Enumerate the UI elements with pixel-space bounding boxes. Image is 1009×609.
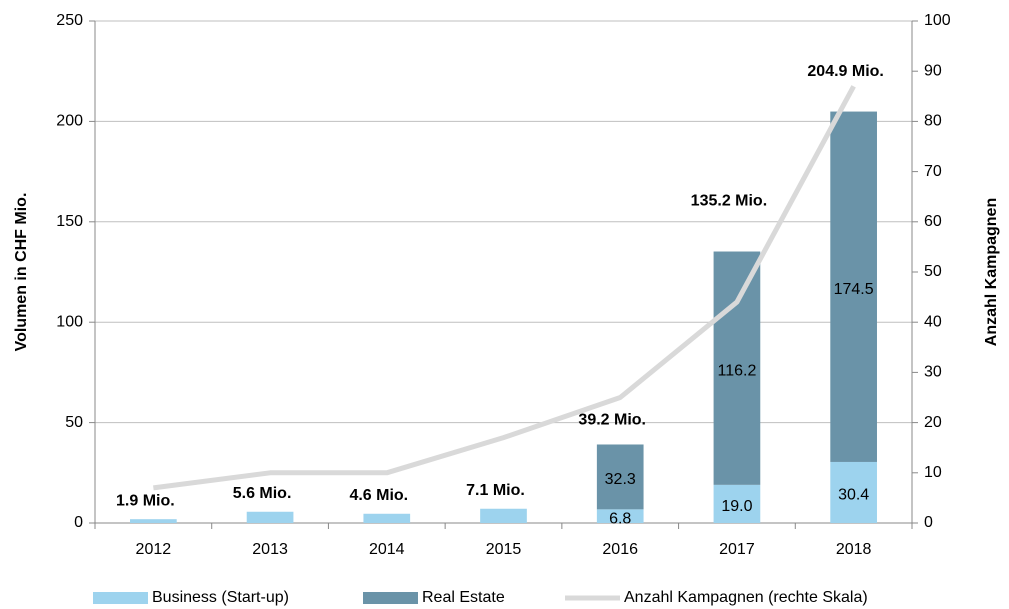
y2-tick-label: 20 (924, 414, 942, 431)
legend-label: Business (Start-up) (152, 589, 289, 606)
y2-tick-label: 30 (924, 364, 942, 381)
y2-tick-label: 90 (924, 62, 942, 79)
total-label: 7.1 Mio. (466, 482, 525, 499)
bar-value-label: 6.8 (609, 510, 631, 527)
total-label: 4.6 Mio. (349, 487, 408, 504)
total-label: 5.6 Mio. (233, 485, 292, 502)
legend-swatch (93, 592, 148, 604)
bar-value-label: 174.5 (834, 281, 874, 298)
y-tick-label: 250 (56, 12, 83, 29)
y2-tick-label: 0 (924, 514, 933, 531)
total-label: 204.9 Mio. (807, 63, 883, 80)
bar (130, 519, 177, 523)
total-label: 1.9 Mio. (116, 492, 175, 509)
bar-value-label: 32.3 (605, 471, 636, 488)
bar-value-label: 19.0 (721, 498, 752, 515)
x-tick-label: 2014 (369, 541, 405, 558)
legend-label: Real Estate (422, 589, 505, 606)
bar (713, 484, 761, 523)
legend-swatch (363, 592, 418, 604)
y-tick-label: 200 (56, 113, 83, 130)
bar (713, 251, 761, 485)
y2-axis-label: Anzahl Kampagnen (983, 198, 1000, 346)
total-label: 135.2 Mio. (691, 193, 767, 210)
total-label: 39.2 Mio. (578, 412, 646, 429)
legend-label: Anzahl Kampagnen (rechte Skala) (624, 589, 868, 606)
x-tick-label: 2015 (486, 541, 522, 558)
y2-tick-label: 40 (924, 313, 942, 330)
bar-value-label: 116.2 (717, 362, 756, 379)
x-tick-label: 2012 (136, 541, 172, 558)
y-tick-label: 0 (74, 514, 83, 531)
y-tick-label: 50 (65, 414, 83, 431)
y2-tick-label: 50 (924, 263, 942, 280)
bar-value-label: 30.4 (838, 487, 869, 504)
bar (830, 461, 877, 523)
bar (596, 509, 644, 523)
bar (480, 508, 527, 523)
y-tick-label: 150 (56, 213, 83, 230)
x-tick-label: 2016 (602, 541, 638, 558)
line (153, 85, 856, 491)
y2-tick-label: 60 (924, 213, 942, 230)
bar (596, 444, 644, 510)
y2-tick-label: 10 (924, 464, 942, 481)
y2-tick-label: 70 (924, 163, 942, 180)
bar (363, 513, 411, 523)
y-tick-label: 100 (56, 313, 83, 330)
y2-tick-label: 100 (924, 12, 951, 29)
bar (830, 111, 877, 462)
x-tick-label: 2013 (252, 541, 288, 558)
x-tick-label: 2017 (719, 541, 755, 558)
y-axis-label: Volumen in CHF Mio. (13, 193, 30, 352)
y2-tick-label: 80 (924, 113, 942, 130)
x-tick-label: 2018 (836, 541, 872, 558)
bar (246, 511, 294, 523)
